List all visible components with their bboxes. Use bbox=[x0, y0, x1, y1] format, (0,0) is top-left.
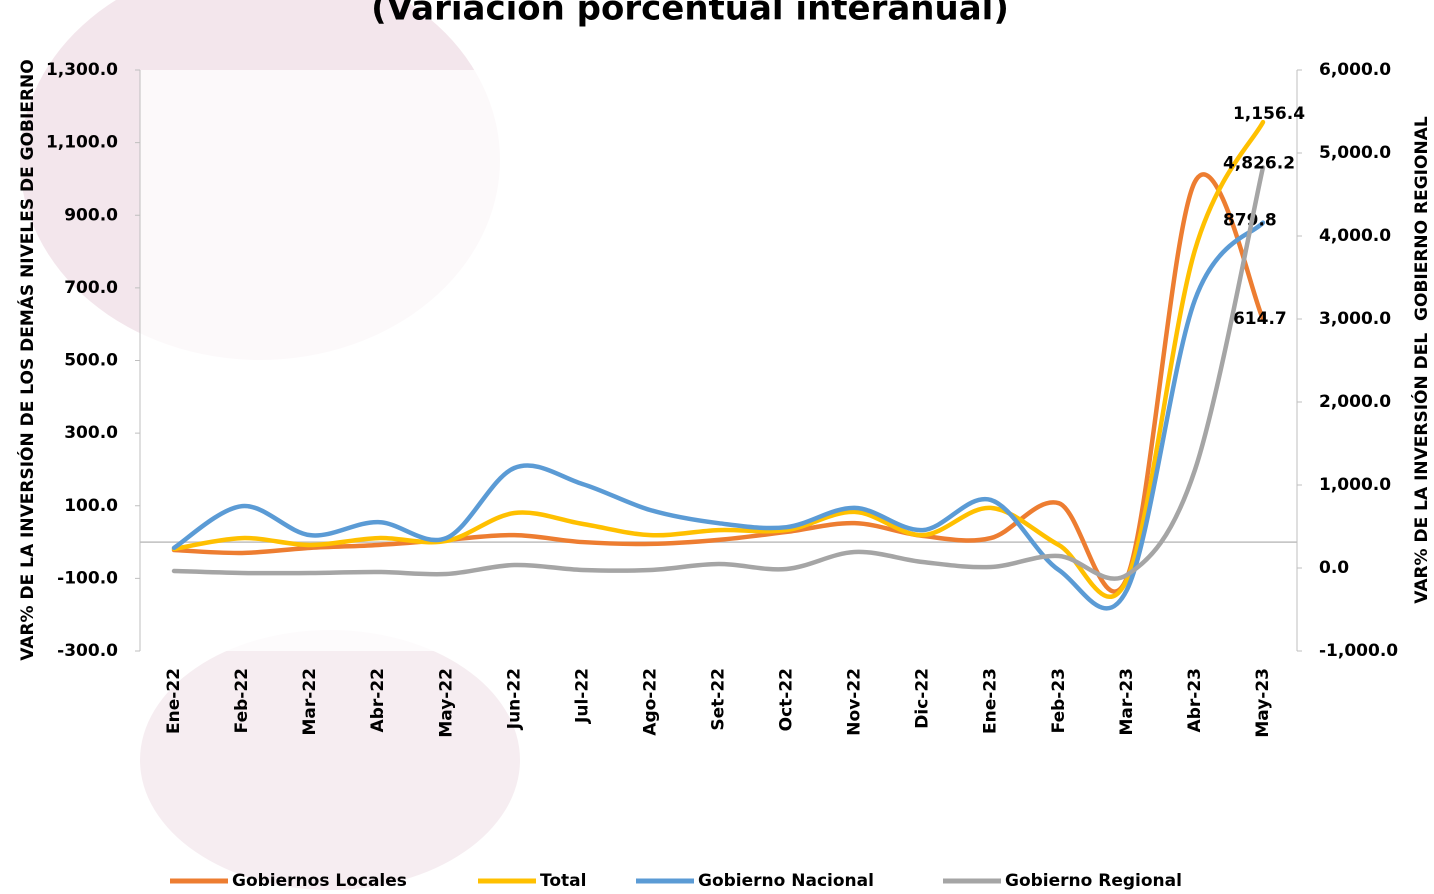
y2-tick-label: 4,000.0 bbox=[1319, 226, 1391, 246]
x-tick-label: Oct-22 bbox=[777, 668, 797, 731]
series-line bbox=[171, 220, 1266, 611]
y-tick-label: 1,100.0 bbox=[46, 133, 118, 153]
x-tick-label: May-23 bbox=[1253, 668, 1273, 738]
chart-title: (Variación porcentual interanual) bbox=[371, 0, 1009, 29]
background-blob bbox=[140, 630, 520, 890]
y2-tick-label: 3,000.0 bbox=[1319, 309, 1391, 329]
y-tick-label: 900.0 bbox=[64, 205, 118, 225]
y-tick-label: 500.0 bbox=[64, 351, 118, 371]
x-tick-label: Abr-22 bbox=[368, 668, 388, 732]
data-label: 1,156.4 bbox=[1233, 104, 1305, 124]
x-tick-label: Mar-23 bbox=[1117, 668, 1137, 736]
legend-label: Gobierno Nacional bbox=[698, 871, 874, 891]
y-tick-label: -300.0 bbox=[57, 641, 118, 661]
x-tick-label: Feb-23 bbox=[1049, 668, 1069, 733]
series-line bbox=[171, 119, 1266, 599]
y2-tick-label: 1,000.0 bbox=[1319, 475, 1391, 495]
y2-tick-label: 0.0 bbox=[1319, 558, 1349, 578]
x-tick-label: Ene-23 bbox=[981, 668, 1001, 734]
data-label: 4,826.2 bbox=[1223, 153, 1295, 173]
x-tick-label: Set-22 bbox=[709, 668, 729, 731]
x-tick-label: Jul-22 bbox=[572, 668, 592, 724]
y-axis-label: VAR% DE LA INVERSIÓN DE LOS DEMÁS NIVELE… bbox=[16, 59, 38, 660]
legend-label: Gobierno Regional bbox=[1005, 871, 1182, 891]
y-tick-label: 100.0 bbox=[64, 496, 118, 516]
x-tick-label: Feb-22 bbox=[232, 668, 252, 733]
y-tick-label: 700.0 bbox=[64, 278, 118, 298]
y2-tick-label: 6,000.0 bbox=[1319, 60, 1391, 80]
y2-axis-label: VAR% DE LA INVERSIÓN DEL GOBIERNO REGION… bbox=[1410, 116, 1432, 604]
y-tick-label: 1,300.0 bbox=[46, 60, 118, 80]
x-tick-label: Mar-22 bbox=[300, 668, 320, 736]
plot-area bbox=[140, 70, 1297, 651]
x-tick-label: Ene-22 bbox=[164, 668, 184, 734]
data-label: 614.7 bbox=[1233, 309, 1287, 329]
y2-tick-label: 2,000.0 bbox=[1319, 392, 1391, 412]
x-tick-label: Jun-22 bbox=[504, 668, 524, 730]
y2-tick-label: 5,000.0 bbox=[1319, 143, 1391, 163]
x-tick-label: Ago-22 bbox=[640, 668, 660, 736]
x-tick-label: Nov-22 bbox=[845, 668, 865, 736]
x-tick-label: May-22 bbox=[436, 668, 456, 738]
x-tick-label: Dic-22 bbox=[913, 668, 933, 729]
y-tick-label: -100.0 bbox=[57, 568, 118, 588]
legend-label: Total bbox=[540, 871, 586, 891]
y2-tick-label: -1,000.0 bbox=[1319, 641, 1398, 661]
y-tick-label: 300.0 bbox=[64, 423, 118, 443]
x-tick-label: Abr-23 bbox=[1185, 668, 1205, 732]
legend-label: Gobiernos Locales bbox=[232, 871, 407, 891]
series-line bbox=[171, 165, 1266, 581]
